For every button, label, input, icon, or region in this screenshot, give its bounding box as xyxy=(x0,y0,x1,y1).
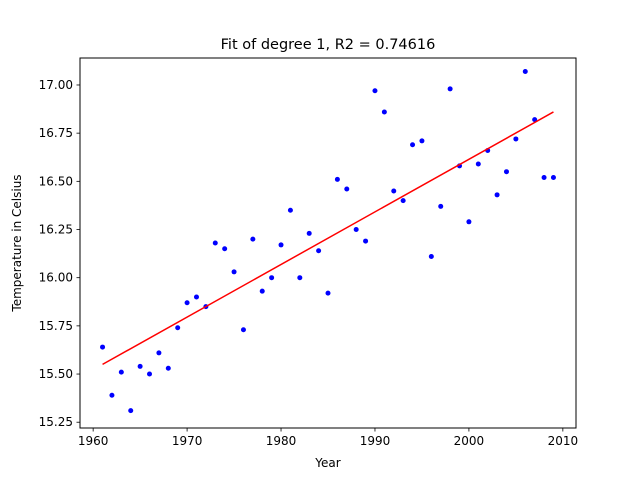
data-point xyxy=(156,350,162,356)
data-point xyxy=(147,371,153,377)
data-point xyxy=(400,198,406,204)
data-point xyxy=(475,161,481,167)
data-point xyxy=(494,192,500,198)
data-point xyxy=(522,68,528,74)
y-tick-label: 16.00 xyxy=(39,271,73,285)
data-point xyxy=(250,236,256,242)
data-point xyxy=(513,136,519,142)
data-point xyxy=(118,369,124,375)
y-tick-label: 16.50 xyxy=(39,174,73,188)
data-point xyxy=(222,246,228,252)
data-point xyxy=(325,290,331,296)
data-point xyxy=(287,207,293,213)
data-point xyxy=(100,344,106,350)
data-point xyxy=(532,117,538,123)
data-point xyxy=(428,253,434,259)
data-point xyxy=(175,325,181,331)
x-tick-label: 2010 xyxy=(548,434,579,448)
y-axis-ticks: 15.25 15.50 15.75 16.00 16.25 16.50 16.75 17.00 xyxy=(39,78,80,429)
y-tick-label: 15.75 xyxy=(39,319,73,333)
data-point xyxy=(137,363,143,369)
data-point xyxy=(391,188,397,194)
data-point xyxy=(353,227,359,233)
data-point xyxy=(410,142,416,148)
data-point xyxy=(231,269,237,275)
data-point xyxy=(334,176,340,182)
data-point xyxy=(438,203,444,209)
data-point xyxy=(128,408,134,414)
data-point xyxy=(344,186,350,192)
x-tick-label: 1970 xyxy=(172,434,203,448)
data-point xyxy=(306,230,312,236)
data-point xyxy=(259,288,265,294)
y-tick-label: 15.50 xyxy=(39,367,73,381)
data-point xyxy=(550,174,556,180)
y-tick-label: 17.00 xyxy=(39,78,73,92)
y-tick-label: 16.75 xyxy=(39,126,73,140)
y-tick-label: 16.25 xyxy=(39,223,73,237)
data-point xyxy=(165,365,171,371)
data-point xyxy=(278,242,284,248)
data-point xyxy=(109,392,115,398)
x-tick-label: 1960 xyxy=(78,434,109,448)
data-point xyxy=(297,275,303,281)
x-axis-ticks: 1960 1970 1980 1990 2000 2010 xyxy=(78,428,578,448)
data-point xyxy=(212,240,218,246)
x-tick-label: 1980 xyxy=(266,434,297,448)
data-point xyxy=(381,109,387,115)
chart-title: Fit of degree 1, R2 = 0.74616 xyxy=(221,37,436,53)
data-point xyxy=(503,169,509,175)
data-point xyxy=(316,248,322,254)
fit-line xyxy=(102,111,554,366)
data-point xyxy=(193,294,199,300)
y-axis-label: Temperature in Celsius xyxy=(10,174,24,312)
x-tick-label: 2000 xyxy=(454,434,485,448)
data-point xyxy=(184,300,190,306)
x-axis-label: Year xyxy=(314,456,340,470)
plot-area xyxy=(80,58,576,428)
data-point xyxy=(372,88,378,94)
data-point xyxy=(466,219,472,225)
data-point xyxy=(541,174,547,180)
data-marks xyxy=(100,68,556,414)
data-point xyxy=(240,327,246,333)
x-tick-label: 1990 xyxy=(360,434,391,448)
plot-frame xyxy=(79,57,577,429)
data-point xyxy=(419,138,425,144)
data-point xyxy=(269,275,275,281)
data-point xyxy=(363,238,369,244)
data-point xyxy=(447,86,453,92)
y-tick-label: 15.25 xyxy=(39,415,73,429)
